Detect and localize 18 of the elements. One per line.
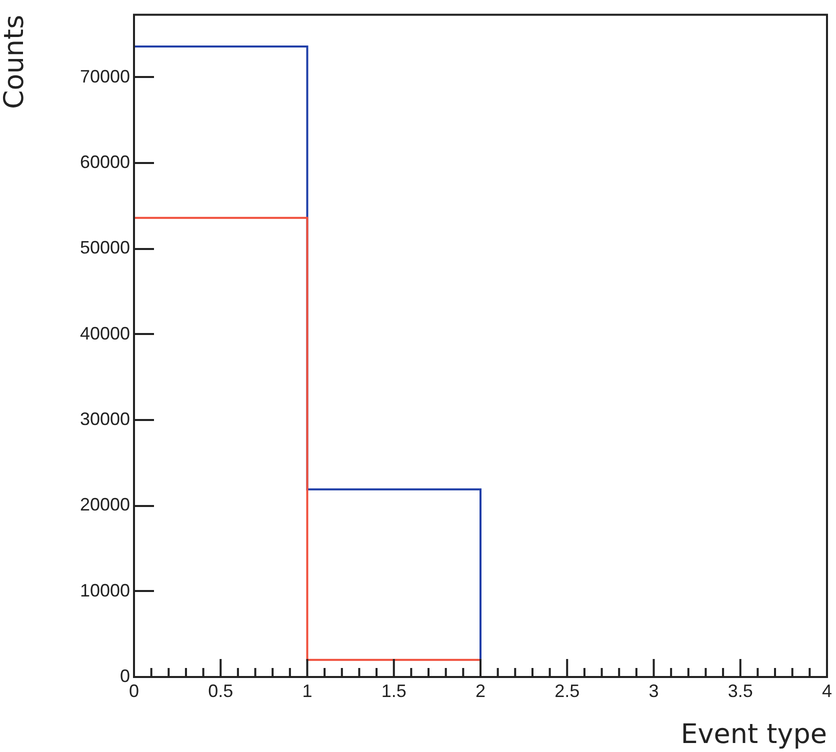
x-tick-label: 2.5 — [554, 680, 580, 701]
x-tick-label: 1.5 — [381, 680, 406, 701]
x-tick-label: 2 — [475, 680, 486, 701]
x-tick-label: 4 — [822, 680, 832, 701]
y-tick-label: 30000 — [80, 408, 130, 429]
x-tick-label: 0.5 — [208, 680, 234, 701]
y-tick-label: 0 — [120, 666, 130, 686]
y-tick-label: 20000 — [80, 494, 130, 515]
x-tick-label: 3 — [648, 680, 659, 701]
y-tick-label: 40000 — [80, 323, 130, 344]
y-tick-label: 10000 — [80, 580, 130, 600]
y-tick-label: 50000 — [80, 238, 130, 258]
x-tick-label: 1 — [302, 680, 312, 701]
y-tick-label: 60000 — [80, 152, 130, 172]
x-tick-label: 3.5 — [728, 680, 753, 701]
y-tick-label: 70000 — [80, 66, 130, 86]
y-axis-title: Counts — [0, 14, 30, 110]
x-axis-title: Event type — [680, 718, 827, 750]
